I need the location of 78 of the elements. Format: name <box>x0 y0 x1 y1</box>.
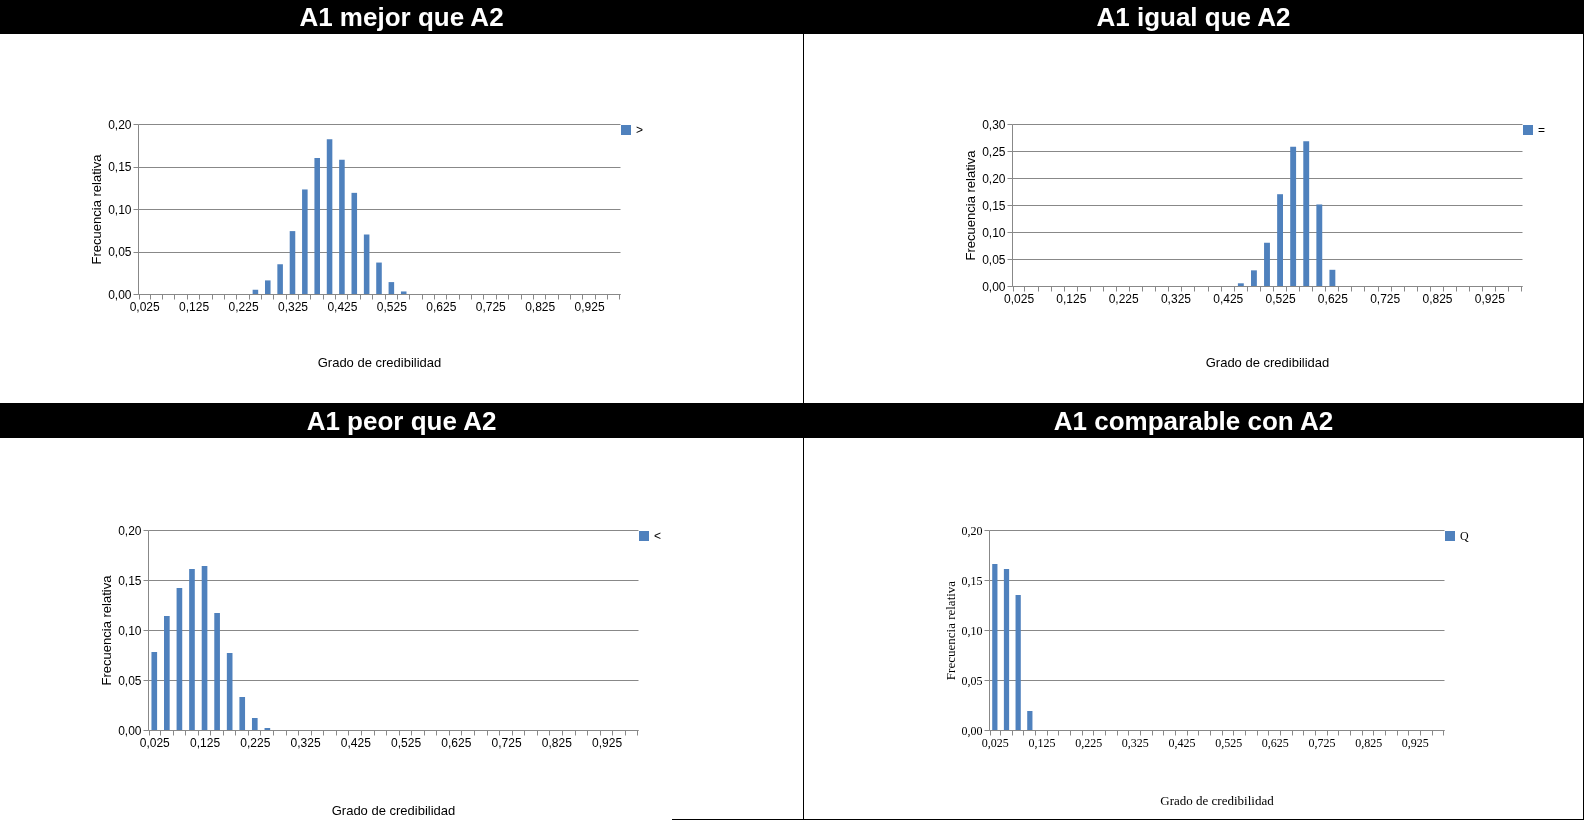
x-tick-label: 0,425 <box>327 299 358 314</box>
x-tick-label: 0,025 <box>129 299 161 314</box>
y-tick-label: 0,10 <box>961 623 983 638</box>
x-tick-label: 0,925 <box>1401 735 1429 750</box>
y-tick-label: 0,10 <box>982 225 1006 240</box>
y-tick-label: 0,30 <box>982 117 1006 132</box>
x-tick-label: 0,525 <box>1215 735 1243 750</box>
y-tick-label: 0,00 <box>982 279 1006 294</box>
y-tick-label: 0,15 <box>118 573 142 588</box>
chart-title: A1 mejor que A2 <box>0 0 803 34</box>
x-tick-label: 0,525 <box>376 299 408 314</box>
y-tick-label: 0,05 <box>961 673 983 688</box>
x-tick-label: 0,225 <box>240 735 271 750</box>
legend-label: > <box>636 123 644 137</box>
y-tick-label: 0,15 <box>982 198 1006 213</box>
y-axis-title: Frecuencia relativa <box>942 580 958 681</box>
x-tick-label: 0,725 <box>1370 291 1401 306</box>
x-tick-label: 0,925 <box>1474 291 1506 306</box>
x-tick-label: 0,825 <box>541 735 573 750</box>
legend-label: = <box>1538 123 1546 137</box>
x-axis-title: Grado de credibilidad <box>331 802 456 818</box>
y-tick-label: 0,10 <box>108 202 132 217</box>
x-tick-label: 0,125 <box>179 299 210 314</box>
x-tick-label: 0,325 <box>290 735 321 750</box>
y-tick-label: 0,20 <box>982 171 1006 186</box>
x-tick-label: 0,125 <box>190 735 221 750</box>
x-tick-label: 0,725 <box>491 735 522 750</box>
y-tick-label: 0,10 <box>118 623 142 638</box>
y-tick-label: 0,00 <box>118 723 142 738</box>
x-tick-label: 0,525 <box>1265 291 1296 306</box>
x-tick-label: 0,425 <box>340 735 372 750</box>
x-tick-label: 0,225 <box>1075 735 1103 750</box>
x-tick-label: 0,725 <box>1308 735 1336 750</box>
y-tick-label: 0,15 <box>961 573 983 588</box>
x-tick-label: 0,625 <box>441 735 472 750</box>
chart-title: A1 igual que A2 <box>804 0 1583 34</box>
y-tick-label: 0,15 <box>108 160 132 174</box>
y-tick-label: 0,00 <box>961 723 983 738</box>
x-tick-label: 0,825 <box>1355 735 1383 750</box>
x-tick-label: 0,025 <box>139 735 171 750</box>
x-tick-label: 0,025 <box>1004 291 1035 306</box>
x-axis-title: Grado de credibilidad <box>1160 792 1275 808</box>
x-tick-label: 0,125 <box>1056 291 1087 306</box>
x-tick-label: 0,125 <box>1028 735 1056 750</box>
x-tick-label: 0,825 <box>1422 291 1453 306</box>
y-tick-label: 0,00 <box>108 287 132 302</box>
x-tick-label: 0,525 <box>391 735 422 750</box>
x-tick-label: 0,925 <box>592 735 623 750</box>
x-tick-label: 0,625 <box>426 299 457 314</box>
y-tick-label: 0,20 <box>118 523 142 538</box>
y-tick-label: 0,05 <box>108 245 132 259</box>
x-tick-label: 0,425 <box>1168 735 1196 750</box>
y-tick-label: 0,20 <box>108 117 132 132</box>
x-axis-title: Grado de credibilidad <box>317 354 442 370</box>
y-axis-title: Frecuencia relativa <box>89 153 105 265</box>
legend-label: Q <box>1460 529 1469 543</box>
x-tick-label: 0,425 <box>1213 291 1244 306</box>
chart-title: A1 peor que A2 <box>0 404 803 438</box>
y-tick-label: 0,25 <box>982 144 1006 159</box>
chart-title: A1 comparable con A2 <box>804 404 1583 438</box>
x-tick-label: 0,925 <box>574 299 605 314</box>
x-tick-label: 0,625 <box>1317 291 1349 306</box>
x-tick-label: 0,725 <box>475 299 507 314</box>
y-axis-title: Frecuencia relativa <box>99 574 115 686</box>
x-tick-label: 0,025 <box>981 735 1009 750</box>
x-tick-label: 0,825 <box>525 299 556 314</box>
x-tick-label: 0,225 <box>1108 291 1139 306</box>
y-tick-label: 0,05 <box>118 673 142 688</box>
legend-label: < <box>654 529 662 543</box>
y-tick-label: 0,20 <box>961 523 983 538</box>
y-axis-title: Frecuencia relativa <box>963 149 979 261</box>
x-tick-label: 0,625 <box>1261 735 1289 750</box>
x-axis-title: Grado de credibilidad <box>1205 354 1330 370</box>
x-tick-label: 0,225 <box>228 299 259 314</box>
y-tick-label: 0,05 <box>982 252 1006 267</box>
x-tick-label: 0,325 <box>277 299 309 314</box>
x-tick-label: 0,325 <box>1160 291 1192 306</box>
x-tick-label: 0,325 <box>1121 735 1149 750</box>
